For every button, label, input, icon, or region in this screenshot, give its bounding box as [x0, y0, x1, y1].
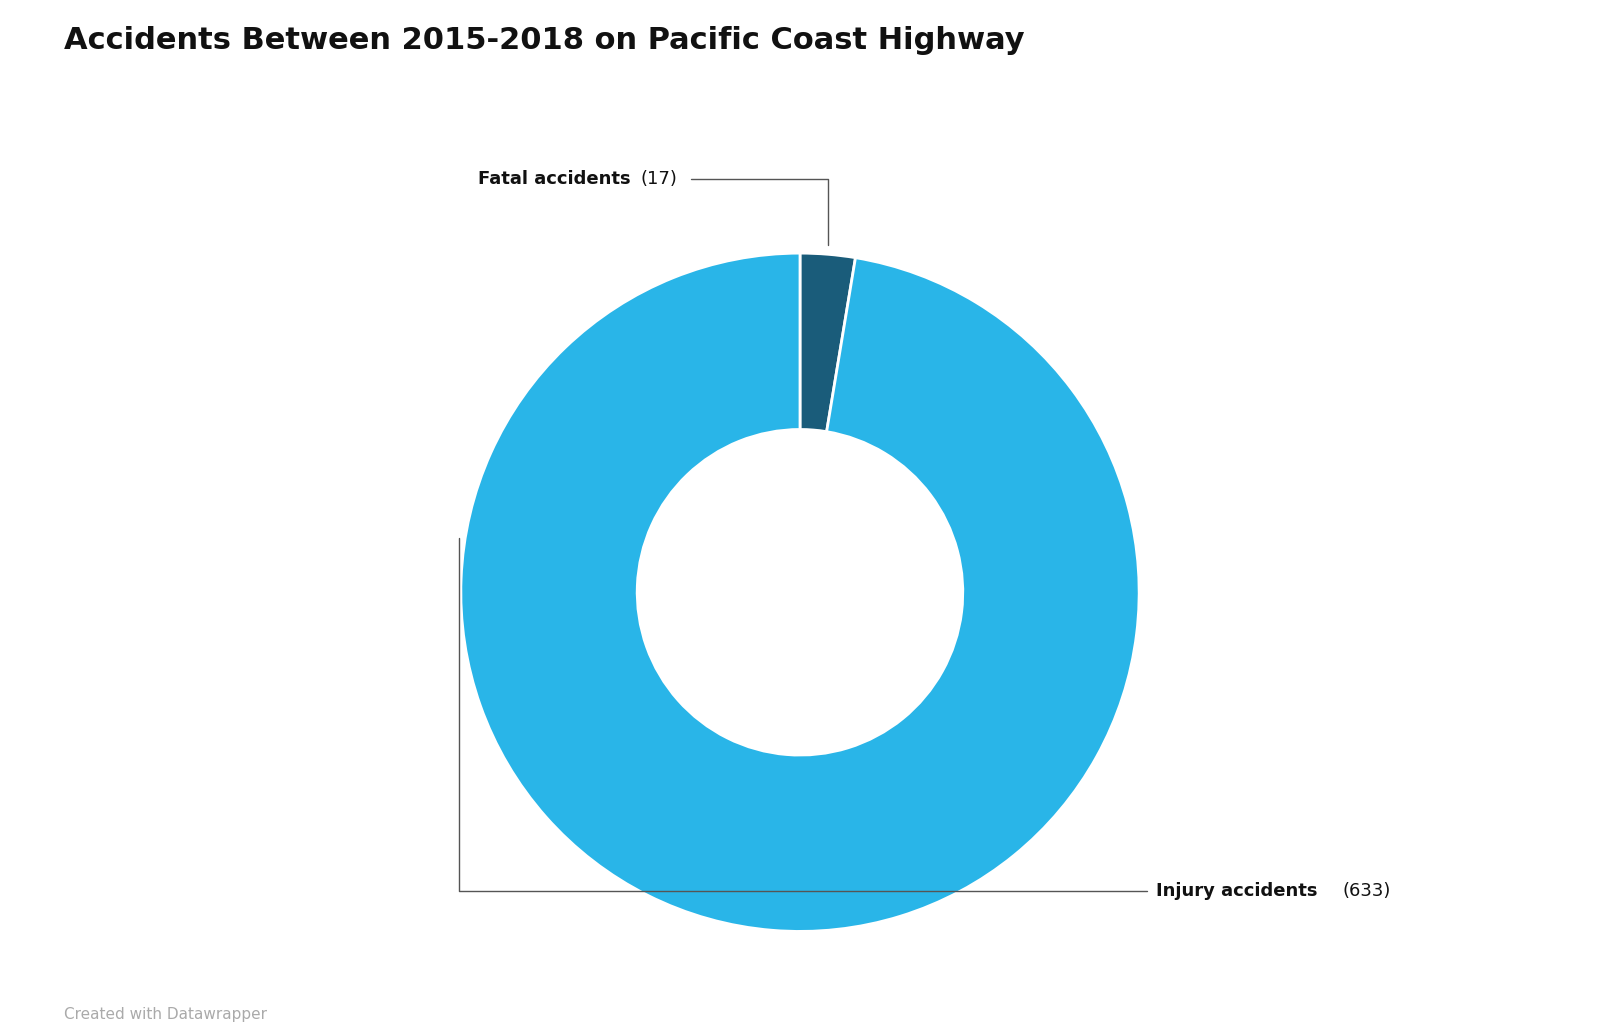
Text: Accidents Between 2015-2018 on Pacific Coast Highway: Accidents Between 2015-2018 on Pacific C…: [64, 26, 1024, 55]
Wedge shape: [461, 253, 1139, 932]
Text: (633): (633): [1342, 882, 1390, 900]
Wedge shape: [800, 253, 856, 431]
Text: Fatal accidents: Fatal accidents: [478, 170, 637, 187]
Text: Injury accidents: Injury accidents: [1157, 882, 1323, 900]
Text: (17): (17): [640, 170, 677, 187]
Text: Created with Datawrapper: Created with Datawrapper: [64, 1006, 267, 1022]
